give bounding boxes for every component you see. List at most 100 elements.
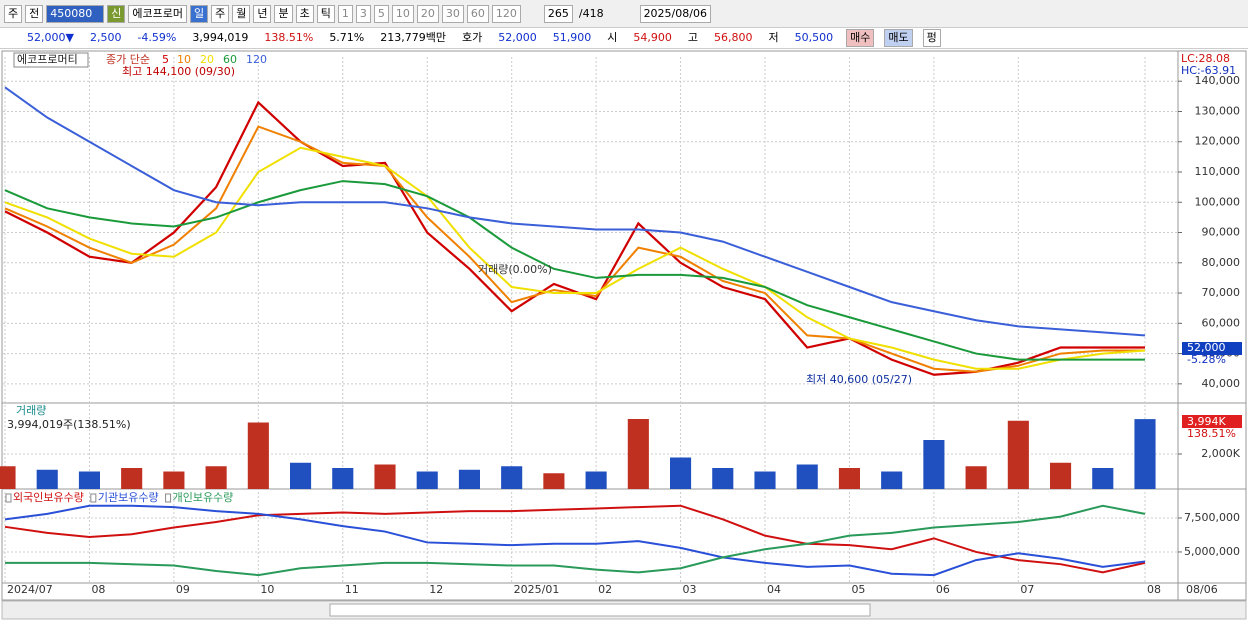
volume-bar [1007,420,1029,489]
y-tick-label: 80,000 [1202,256,1241,269]
btn[interactable]: 1 [337,4,353,23]
volume-bar [332,468,354,489]
cursor-date: 08/06 [1186,583,1218,596]
btn[interactable]: 신 [107,4,126,23]
legend-entry: 외국인보유수량 [13,491,84,504]
x-tick-label: 07 [1020,583,1034,596]
legend-entry: 5 [162,53,169,66]
annotation: LC:28.08 [1181,52,1230,65]
chart-title: 에코프로머티 [17,53,78,66]
btn[interactable]: 일 [189,4,209,23]
volume-bar [247,422,269,489]
volume-bar [36,469,58,489]
annotation: -5.28% [1187,353,1226,366]
btn[interactable]: 년 [253,4,272,23]
legend-entry: 기관보유수량 [98,491,159,504]
volume-bar [1134,419,1156,489]
price: 52,000▼ [27,31,74,44]
y-tick-label: 40,000 [1202,377,1241,390]
btn[interactable]: 10 [391,4,414,23]
volume-bar [712,468,734,489]
date[interactable]: 2025/08/06 [639,4,711,23]
title-box [13,52,89,68]
btn[interactable]: 주 [211,4,230,23]
label: 호가 [462,31,483,44]
y-tick-label: 7,500,000 [1184,511,1240,524]
btn[interactable]: 펑 [922,29,941,47]
volume-bar [0,466,16,489]
change: 2,500 [89,31,122,44]
y-tick-label: 130,000 [1195,104,1241,117]
btn[interactable]: 60 [466,4,489,23]
volume-bar [1092,468,1114,489]
panel-subtitle: 3,994,019주(138.51%) [7,418,131,431]
y-tick-label: 120,000 [1195,135,1241,148]
btn[interactable]: 분 [274,4,293,23]
btn[interactable]: 틱 [316,4,335,23]
btn[interactable]: 주 [4,4,23,23]
bid: 51,900 [552,31,592,44]
volume-bar [881,471,903,489]
open: 54,900 [633,31,672,44]
volume-bar [1050,462,1072,489]
panel-title: 거래량 [16,404,46,417]
x-tick-label: 11 [345,583,359,596]
legend-entry: 60 [223,53,237,66]
price-box [1182,342,1242,355]
x-tick-label: 2024/07 [7,583,53,596]
x-tick-label: 12 [429,583,443,596]
btn[interactable]: 5 [373,4,389,23]
annotation: 거래량(0.00%) [478,263,552,276]
volume-bar [290,462,312,489]
volume-bar [501,466,523,489]
btn[interactable]: 20 [416,4,439,23]
y-tick-label: 2,000K [1201,447,1240,460]
x-tick-label: 06 [936,583,950,596]
turnover: 5.71% [329,31,365,44]
volume-bar [205,466,227,489]
volume-bar [163,471,185,489]
series-line [4,86,1146,337]
btn[interactable]: 월 [232,4,251,23]
legend-swatch [5,493,12,503]
total: /418 [578,6,604,20]
x-tick-label: 05 [851,583,865,596]
scroll-thumb[interactable] [329,603,871,617]
series-line [4,180,1145,361]
buy[interactable]: 매수 [846,29,875,47]
amount: 213,779백만 [380,31,446,44]
volume-bar [374,464,396,489]
legend-title: 종가 단순 [106,53,150,66]
vol-box [1182,415,1242,428]
legend-entry: 10 [177,53,191,66]
legend-entry: 개인보유수량 [173,491,234,504]
count: 265 [543,4,573,23]
name[interactable]: 에코프로머 [128,4,187,23]
annotation: 138.51% [1187,427,1236,440]
series-line [4,146,1146,370]
volume-bar [965,466,987,489]
btn[interactable]: 3 [355,4,371,23]
volume-bar [585,471,607,489]
series-line [4,504,1146,574]
annotation: 52,000 [1187,341,1226,354]
legend-entry: 20 [200,53,214,66]
btn[interactable]: 전 [25,4,44,23]
volume-bar [923,440,945,489]
volume-bar [796,464,818,489]
volume: 3,994,019 [192,31,249,44]
y-tick-label: 90,000 [1202,226,1241,239]
code[interactable]: 450080 [46,4,105,23]
y-tick-label: 5,000,000 [1184,545,1240,558]
x-tick-label: 04 [767,583,781,596]
btn[interactable]: 30 [441,4,464,23]
btn[interactable]: 초 [295,4,314,23]
volume-bar [121,468,143,489]
toolbar: 주 전 450080 신 에코프로머 일 주 월 년 분 초 틱 1 3 5 1… [0,0,1248,28]
sell[interactable]: 매도 [884,29,913,47]
legend-swatch [90,493,97,503]
volume-bar [627,419,649,489]
btn[interactable]: 120 [491,4,521,23]
legend-entry: 120 [246,53,267,66]
